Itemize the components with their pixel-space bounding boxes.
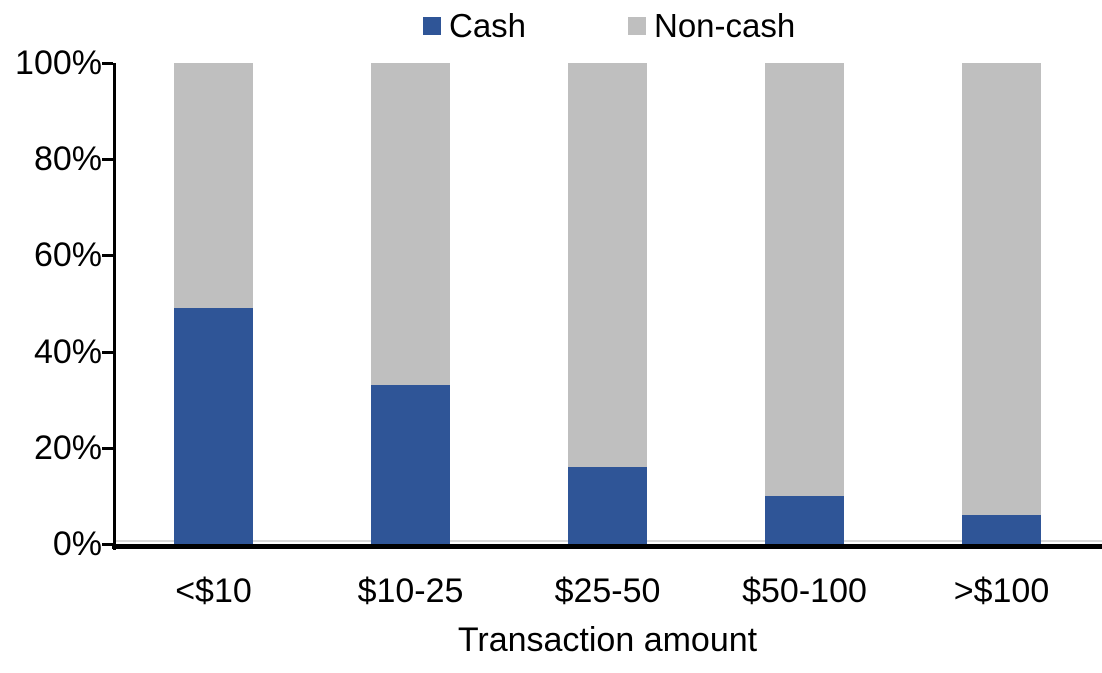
x-tick-label: $10-25 xyxy=(357,572,464,610)
cash-segment xyxy=(962,515,1041,544)
cash-segment xyxy=(765,495,844,544)
non-cash-legend-swatch xyxy=(628,17,646,35)
y-tick-mark xyxy=(102,543,113,546)
non-cash-segment xyxy=(568,63,647,468)
x-tick-label: $50-100 xyxy=(742,572,867,610)
y-axis-line xyxy=(113,63,116,550)
x-tick-label: <$10 xyxy=(175,572,252,610)
x-axis-title: Transaction amount xyxy=(457,621,758,659)
bar-group xyxy=(962,63,1041,544)
legend-item-cash: Cash xyxy=(423,5,526,47)
legend-item-non-cash: Non-cash xyxy=(628,5,795,47)
plot-area xyxy=(115,63,1100,544)
y-tick-label: 100% xyxy=(15,44,102,82)
cash-legend-label: Cash xyxy=(449,7,527,44)
non-cash-segment xyxy=(174,63,253,309)
x-tick-label: $25-50 xyxy=(554,572,661,610)
y-tick-mark xyxy=(102,62,113,65)
y-tick-label: 0% xyxy=(52,525,102,563)
x-axis-labels: <$10 $10-25 $25-50 $50-100 >$100 xyxy=(115,570,1100,612)
y-tick-mark xyxy=(102,158,113,162)
bar-group xyxy=(568,63,647,544)
bar-group xyxy=(174,63,253,544)
cash-legend-swatch xyxy=(423,17,441,35)
x-tick-label: >$100 xyxy=(953,572,1050,610)
bar-group xyxy=(765,63,844,544)
y-tick-label: 40% xyxy=(33,332,102,371)
x-axis-line xyxy=(112,544,1102,549)
cash-segment xyxy=(371,385,450,544)
cash-segment xyxy=(568,467,647,544)
non-cash-segment xyxy=(765,63,844,496)
y-tick-label: 60% xyxy=(33,236,102,275)
bar-group xyxy=(371,63,450,544)
non-cash-legend-label: Non-cash xyxy=(654,7,796,44)
cash-segment xyxy=(174,308,253,544)
y-tick-label: 80% xyxy=(33,140,102,179)
y-tick-label: 20% xyxy=(33,428,102,467)
y-tick-mark xyxy=(102,350,113,354)
y-tick-mark xyxy=(102,446,113,450)
y-tick-mark xyxy=(102,254,113,258)
non-cash-segment xyxy=(962,63,1041,516)
non-cash-segment xyxy=(371,63,450,386)
